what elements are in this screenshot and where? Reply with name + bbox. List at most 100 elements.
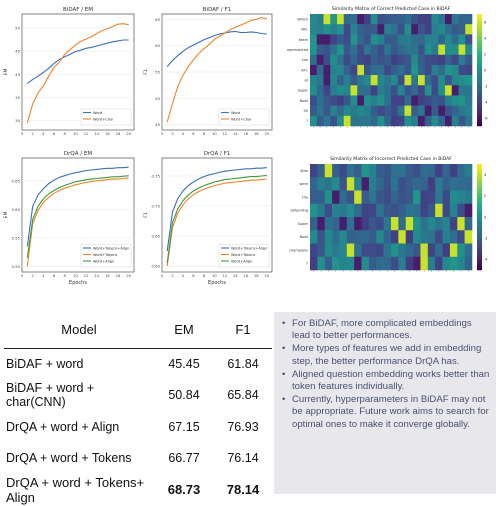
heatmap-row-label: Which <box>297 17 308 21</box>
heatmap-cell <box>377 95 385 106</box>
heatmap-cell <box>431 44 439 56</box>
heatmap-cell <box>397 54 405 66</box>
colorbar-segment <box>477 42 482 46</box>
heatmap-cell <box>424 95 432 106</box>
colorbar-segment <box>477 230 482 234</box>
heatmap-cell <box>391 24 399 35</box>
heatmap-cell <box>354 217 362 231</box>
heatmap-cell <box>397 64 405 76</box>
heatmap-cell <box>411 95 419 106</box>
heatmap-cell <box>391 95 399 106</box>
series-line <box>166 174 267 264</box>
heatmap-cell <box>370 44 378 56</box>
heatmap-cell <box>451 44 459 56</box>
heatmap-cell <box>398 230 407 244</box>
x-tick-label: 6 <box>53 274 56 278</box>
heatmap-cell <box>458 105 466 117</box>
heatmap-row-label: 50 <box>304 109 308 113</box>
heatmap-cell <box>310 217 318 231</box>
heatmap-cell <box>383 230 392 244</box>
x-tick-label: 0 <box>21 132 24 136</box>
heatmap-cell <box>465 85 473 96</box>
header-em: EM <box>154 312 214 349</box>
heatmap-cell <box>411 54 419 66</box>
heatmap-cell <box>384 54 392 66</box>
heatmap-cell <box>413 256 421 271</box>
heatmap-row-label: ? <box>306 119 308 123</box>
finding-item: Currently, hyperparameters in BiDAF may … <box>280 394 492 431</box>
em-value: 50.84 <box>168 388 200 403</box>
heatmap-cell <box>316 44 324 56</box>
heatmap-cell <box>465 14 473 25</box>
heatmap-cell <box>316 54 324 66</box>
series-line <box>26 177 129 267</box>
colorbar-segment <box>477 246 482 250</box>
heatmap-cell <box>438 115 446 127</box>
colorbar-segment <box>477 179 482 183</box>
heatmap-cell <box>398 243 407 258</box>
colorbar-segment <box>477 182 482 186</box>
heatmap-cell <box>376 243 384 258</box>
heatmap-cell <box>449 177 458 191</box>
heatmap-cell <box>398 217 407 231</box>
heatmap-cell <box>451 14 459 25</box>
colorbar-segment <box>477 67 482 71</box>
colorbar-segment <box>477 232 482 236</box>
heatmap-cell <box>397 14 405 25</box>
heatmap-cell <box>391 190 399 205</box>
heatmap-cell <box>354 256 362 271</box>
heatmap-cell <box>343 44 351 56</box>
colorbar-segment <box>477 92 482 96</box>
heatmap-row-label: AFC <box>301 68 308 72</box>
heatmap-cell <box>442 217 451 231</box>
chart-title: DrQA / F1 <box>204 151 231 157</box>
heatmap-cell <box>364 85 372 96</box>
heatmap-cell <box>337 95 345 106</box>
x-tick-label: 2 <box>32 132 34 136</box>
heatmap-cell <box>357 115 365 127</box>
heatmap-cell <box>310 203 318 218</box>
heatmap-cell <box>361 190 370 205</box>
heatmap-cell <box>424 14 432 25</box>
heatmap-cell <box>404 105 412 117</box>
heatmap-cell <box>354 164 362 178</box>
colorbar-segment <box>477 14 482 18</box>
heatmap-cell <box>354 177 362 191</box>
y-tick-label: 0.60 <box>12 207 21 212</box>
y-tick-label: 65 <box>155 17 160 22</box>
x-tick-label: 4 <box>42 132 45 136</box>
heatmap-cell <box>431 34 439 45</box>
series-line <box>166 167 267 252</box>
heatmap-cell <box>397 34 405 45</box>
line-chart-svg: DrQA / EM 0.50 0.55 0.60 0.65 0 2 4 6 8 10 12 14 16 18… <box>3 151 135 286</box>
em-value: 66.77 <box>168 451 200 466</box>
heatmap-cell <box>310 256 318 271</box>
chart-title: BiDAF / EM <box>63 7 93 13</box>
heatmap-cell <box>357 95 365 106</box>
colorbar-tick-label: 4 <box>484 173 487 177</box>
heatmap-cell <box>464 217 473 231</box>
colorbar-segment <box>477 39 482 43</box>
heatmap-cell <box>391 256 399 271</box>
heatmap-cell <box>445 34 453 45</box>
heatmap-cell <box>411 64 419 76</box>
colorbar-segment <box>477 248 482 252</box>
heatmap-cell <box>458 44 466 56</box>
heatmap-cell <box>310 115 318 127</box>
heatmap-row-label: Who <box>300 169 308 173</box>
heatmap-cell <box>343 95 351 106</box>
heatmap-cell <box>324 217 333 231</box>
heatmap-cell <box>391 85 399 96</box>
heatmap-cell <box>368 203 377 218</box>
heatmap-cell <box>458 115 466 127</box>
x-tick-label: 8 <box>203 274 206 278</box>
heatmap-cell <box>435 190 443 205</box>
heatmap-cell <box>350 75 358 86</box>
x-tick-label: 12 <box>223 132 228 136</box>
x-tick-label: 6 <box>53 132 56 136</box>
x-tick-label: 2 <box>171 132 173 136</box>
y-tick-label: 0.50 <box>12 264 21 269</box>
heatmap-cell <box>337 75 345 86</box>
y-tick-label: 45 <box>155 122 160 127</box>
findings-panel: For BiDAF, more complicated embeddings l… <box>274 312 496 494</box>
